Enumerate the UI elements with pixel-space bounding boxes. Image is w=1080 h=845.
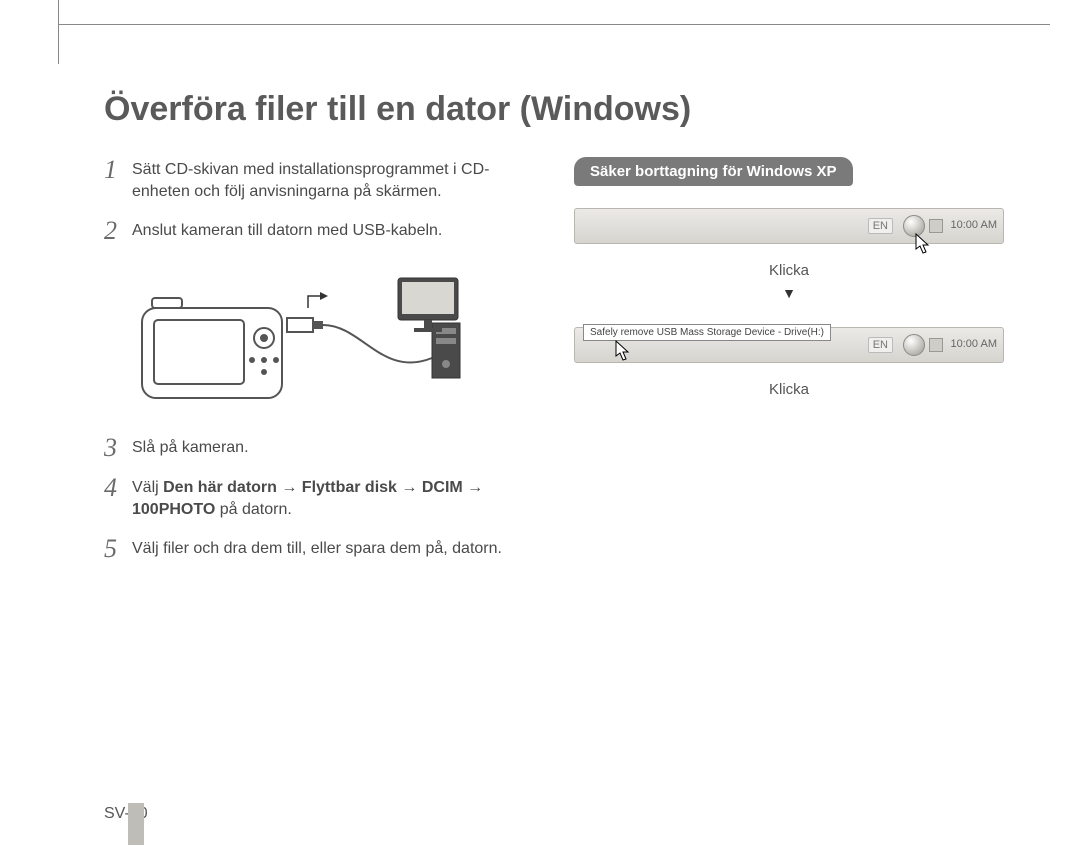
cursor-icon xyxy=(615,340,631,362)
step-5: 5 Välj filer och dra dem till, eller spa… xyxy=(104,536,534,562)
step-3: 3 Slå på kameran. xyxy=(104,435,534,461)
step4-bold: Den här datorn → Flyttbar disk → DCIM → … xyxy=(132,479,483,518)
language-indicator: EN xyxy=(868,337,893,353)
step-text: Sätt CD-skivan med installationsprogramm… xyxy=(132,157,534,204)
page-number-bar xyxy=(128,803,144,845)
steps-column: 1 Sätt CD-skivan med installationsprogra… xyxy=(104,157,534,576)
callout-column: Säker borttagning för Windows XP EN 10:0… xyxy=(574,157,1020,576)
camera-connection-illustration xyxy=(132,268,492,408)
step-number: 2 xyxy=(104,218,132,244)
step-text: Slå på kameran. xyxy=(132,435,534,459)
click-label-1: Klicka xyxy=(574,262,1004,279)
taskbar-screenshot-1: EN 10:00 AM xyxy=(574,208,1004,244)
click-label-2: Klicka xyxy=(574,381,1004,398)
taskbar-clock: 10:00 AM xyxy=(951,219,997,231)
page-title: Överföra filer till en dator (Windows) xyxy=(104,90,1020,129)
tray-misc-icon xyxy=(929,219,943,233)
taskbar-screenshot-2: Safely remove USB Mass Storage Device - … xyxy=(574,327,1004,363)
step-number: 5 xyxy=(104,536,132,562)
tray-misc-icon xyxy=(929,338,943,352)
step-1: 1 Sätt CD-skivan med installationsprogra… xyxy=(104,157,534,204)
step-4: 4 Välj Den här datorn → Flyttbar disk → … xyxy=(104,475,534,522)
callout-header: Säker borttagning för Windows XP xyxy=(574,157,853,186)
step-number: 4 xyxy=(104,475,132,501)
step-number: 1 xyxy=(104,157,132,183)
cursor-icon xyxy=(915,233,931,255)
language-indicator: EN xyxy=(868,218,893,234)
step-text: Anslut kameran till datorn med USB-kabel… xyxy=(132,218,534,242)
step4-suffix: på datorn. xyxy=(215,501,292,518)
down-arrow: ▼ xyxy=(574,285,1004,301)
step4-prefix: Välj xyxy=(132,479,163,496)
step-text: Välj Den här datorn → Flyttbar disk → DC… xyxy=(132,475,534,522)
safely-remove-tooltip: Safely remove USB Mass Storage Device - … xyxy=(583,324,831,341)
page-content: Överföra filer till en dator (Windows) 1… xyxy=(104,90,1020,815)
safely-remove-icon xyxy=(903,334,925,356)
step-number: 3 xyxy=(104,435,132,461)
taskbar-clock: 10:00 AM xyxy=(951,338,997,350)
step-2: 2 Anslut kameran till datorn med USB-kab… xyxy=(104,218,534,244)
step-text: Välj filer och dra dem till, eller spara… xyxy=(132,536,534,560)
two-column-layout: 1 Sätt CD-skivan med installationsprogra… xyxy=(104,157,1020,576)
corner-rule-vertical xyxy=(58,0,59,64)
corner-rule-horizontal xyxy=(58,24,1050,25)
